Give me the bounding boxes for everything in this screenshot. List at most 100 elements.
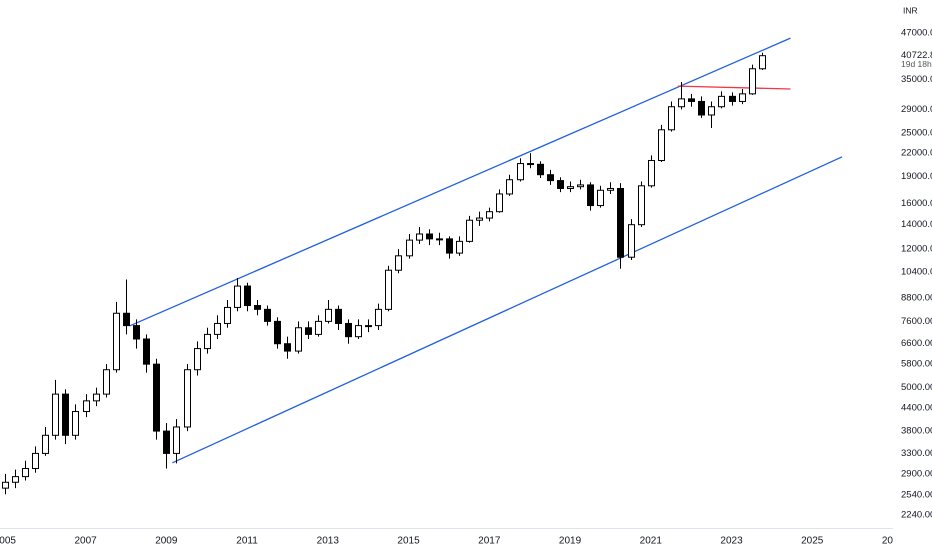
y-tick-label: 25000.00 (901, 127, 932, 138)
y-tick-label: 8800.00 (901, 293, 932, 304)
candle-body (184, 369, 191, 428)
candle-body (335, 308, 342, 324)
candle-body (517, 163, 524, 181)
candle-body (42, 434, 49, 454)
candle-body (406, 239, 413, 257)
candle-body (567, 186, 574, 189)
candle-body (83, 400, 90, 413)
x-tick-label: 2025 (801, 536, 824, 547)
y-tick-label: 7600.00 (901, 316, 932, 327)
candle-body (597, 189, 604, 207)
candle-body (254, 305, 261, 310)
currency-label: INR (903, 5, 918, 15)
x-tick-label: 2015 (397, 536, 420, 547)
candle-body (628, 224, 635, 258)
candle-body (244, 285, 251, 307)
y-tick-label: 22000.00 (901, 148, 932, 159)
y-tick-label: 10400.00 (901, 266, 932, 277)
candle-body (305, 327, 312, 335)
x-tick-label: 2007 (74, 536, 97, 547)
y-tick-label: 2240.00 (901, 509, 932, 520)
y-tick-label: 19000.00 (901, 171, 932, 182)
candle-body (153, 363, 160, 432)
candle-body (113, 312, 120, 371)
candle-body (93, 393, 100, 402)
price-axis: 47000.00 35000.00 29000.00 25000.00 22000.00… (895, 28, 932, 520)
candle-body (749, 68, 756, 95)
candle-body (325, 308, 332, 322)
candle-body (688, 98, 695, 102)
candle-body (496, 193, 503, 213)
candle-body (426, 233, 433, 240)
candle-body (274, 320, 281, 345)
candle-body (52, 393, 59, 436)
candle-body (668, 106, 675, 131)
candle-body (143, 338, 150, 365)
y-tick-label: 6600.00 (901, 338, 932, 349)
x-tick-label: 2009 (155, 536, 178, 547)
candle-body (456, 240, 463, 254)
x-tick-label: 2019 (559, 536, 582, 547)
candle-body (62, 393, 69, 436)
candle-body (103, 369, 110, 395)
last-price-bg (895, 49, 932, 70)
y-tick-label: 3300.00 (901, 448, 932, 459)
y-tick-label: 5800.00 (901, 359, 932, 370)
candle-body (557, 180, 564, 189)
y-tick-label: 16000.00 (901, 198, 932, 209)
candle-body (345, 322, 352, 338)
candle-body (32, 452, 39, 470)
candle-body (355, 325, 362, 338)
candle-body (385, 269, 392, 310)
candle-body (395, 255, 402, 271)
candle-body (284, 343, 291, 352)
candle-body (375, 308, 382, 327)
candle-body (163, 430, 170, 454)
y-tick-label: 14000.00 (901, 219, 932, 230)
candle-body (416, 233, 423, 241)
y-tick-label: 4400.00 (901, 402, 932, 413)
candle-body (12, 476, 19, 483)
candle-body (547, 174, 554, 182)
candle-body (486, 211, 493, 219)
candle-body (315, 320, 322, 335)
candle-body (22, 468, 29, 478)
x-tick-label: 2017 (478, 536, 501, 547)
y-tick-label: 5000.00 (901, 382, 932, 393)
candle-body (476, 217, 483, 221)
candle-body (527, 163, 534, 166)
candle-body (224, 306, 231, 324)
x-tick-label: 2005 (0, 536, 16, 547)
trend-line (172, 156, 843, 464)
y-tick-label: 2900.00 (901, 468, 932, 479)
candle-body (506, 179, 513, 195)
x-tick-label: 2023 (720, 536, 743, 547)
trend-line (677, 85, 791, 90)
candle-body (194, 348, 201, 371)
candle-body (617, 187, 624, 258)
y-tick-label: 12000.00 (901, 244, 932, 255)
y-tick-label: 3800.00 (901, 426, 932, 437)
x-tick-label: 2021 (640, 536, 663, 547)
candle-body (446, 238, 453, 254)
candle-body (436, 238, 443, 241)
candle-body (658, 129, 665, 162)
candle-body (2, 481, 9, 489)
price-axis-panel (893, 0, 932, 550)
candle-body (133, 325, 140, 340)
plot-area: 2005 2007 2009 2011 2013 2015 2017 2019 2021 2023… (0, 37, 905, 547)
candle-body (173, 426, 180, 454)
candle-body (365, 325, 372, 328)
candle-body (295, 327, 302, 352)
x-tick-label: 2011 (236, 536, 258, 547)
y-tick-label: 47000.00 (901, 28, 932, 39)
candle-body (577, 184, 584, 188)
candle-body (708, 106, 715, 116)
candle-body (234, 285, 241, 308)
x-tick-label: 2013 (317, 536, 340, 547)
y-tick-label: 29000.00 (901, 104, 932, 115)
candle-body (638, 185, 645, 226)
candle-body (204, 333, 211, 350)
candle-body (678, 98, 685, 108)
